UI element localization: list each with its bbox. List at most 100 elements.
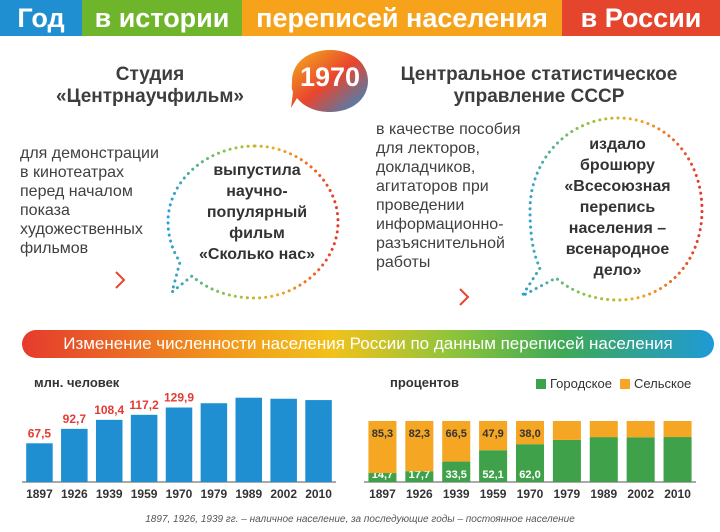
left-desc-line: показа bbox=[20, 202, 70, 219]
urban-bar bbox=[442, 461, 471, 482]
left-tick-label: 1989 bbox=[235, 487, 262, 501]
legend-item-rural: Сельское bbox=[619, 376, 692, 391]
left-bar bbox=[165, 407, 193, 482]
right-tick-label: 1989 bbox=[590, 487, 617, 501]
right-desc-line: работы bbox=[376, 254, 431, 271]
legend-swatch-rural bbox=[619, 378, 630, 389]
left-bar bbox=[235, 397, 263, 482]
rural-bar bbox=[442, 421, 471, 462]
rural-bar bbox=[368, 421, 397, 474]
rural-bar bbox=[515, 421, 545, 445]
left-bar bbox=[270, 398, 297, 482]
right-tick-label: 2002 bbox=[627, 487, 654, 501]
header-segment-year: Год bbox=[0, 0, 82, 36]
rural-bar-data-label: 38,0 bbox=[519, 428, 540, 440]
right-chart-unit-label: процентов bbox=[390, 375, 459, 390]
left-tick-label: 2002 bbox=[270, 487, 297, 501]
left-bar-data-label: 129,9 bbox=[164, 391, 194, 405]
left-title-line: «Центрнаучфильм» bbox=[56, 86, 244, 107]
urban-bar-data-label: 52,1 bbox=[482, 469, 503, 481]
left-tick-label: 1970 bbox=[166, 487, 193, 501]
right-bubble-line: издало bbox=[589, 136, 646, 153]
legend-label-urban: Городское bbox=[550, 376, 612, 391]
rural-bar-data-label: 66,5 bbox=[446, 428, 467, 440]
left-desc-line: перед началом bbox=[20, 183, 133, 200]
left-tick-label: 1897 bbox=[26, 487, 53, 501]
rural-bar bbox=[405, 421, 434, 472]
left-desc-line: в кинотеатрах bbox=[20, 164, 124, 181]
rural-bar bbox=[552, 421, 581, 440]
rural-bar-data-label: 85,3 bbox=[372, 428, 393, 440]
left-bubble-line: «Сколько нас» bbox=[199, 246, 315, 263]
right-tick-label: 1959 bbox=[480, 487, 507, 501]
rural-bar-data-label: 47,9 bbox=[482, 428, 503, 440]
chart-legend: Городское Сельское bbox=[536, 376, 699, 391]
right-title-line: управление СССР bbox=[453, 86, 625, 107]
rural-bar bbox=[589, 421, 618, 438]
right-tick-label: 1897 bbox=[369, 487, 396, 501]
right-tick-label: 1970 bbox=[517, 487, 544, 501]
urban-bar-data-label: 17,7 bbox=[409, 469, 430, 481]
left-tick-label: 2010 bbox=[305, 487, 332, 501]
right-title-line: Центральное статистическое bbox=[400, 64, 678, 85]
left-chart-unit-label: млн. человек bbox=[34, 375, 120, 390]
urban-bar bbox=[552, 439, 581, 482]
left-tick-label: 1979 bbox=[201, 487, 228, 501]
footnote: 1897, 1926, 1939 гг. – наличное населени… bbox=[145, 514, 575, 525]
legend-swatch-urban bbox=[536, 378, 546, 389]
right-tick-label: 1979 bbox=[554, 487, 581, 501]
right-desc-line: информационно- bbox=[376, 216, 504, 233]
left-bar-data-label: 117,2 bbox=[129, 398, 159, 412]
urban-bar bbox=[626, 437, 655, 482]
rural-bar bbox=[663, 421, 692, 438]
urban-bar bbox=[405, 471, 434, 482]
left-bar-data-label: 67,5 bbox=[28, 426, 52, 440]
right-desc-line: разъяснительной bbox=[376, 235, 505, 252]
right-tick-label: 2010 bbox=[664, 487, 691, 501]
right-bubble-line: дело» bbox=[593, 262, 642, 279]
right-desc-line: для лекторов, bbox=[376, 140, 480, 157]
chart-banner-title: Изменение численности населения России п… bbox=[22, 330, 714, 358]
left-description: для демонстрации в кинотеатрах перед нач… bbox=[20, 144, 190, 258]
right-desc-line: докладчиков, bbox=[376, 159, 476, 176]
left-desc-line: художественных bbox=[20, 221, 143, 238]
left-desc-line: для демонстрации bbox=[20, 145, 159, 162]
urban-bar bbox=[663, 437, 692, 482]
right-desc-line: в качестве пособия bbox=[376, 121, 521, 138]
right-bubble-line: «Всесоюзная bbox=[564, 178, 671, 195]
left-bar bbox=[305, 400, 332, 482]
left-bubble-line: фильм bbox=[229, 225, 285, 242]
header-segment-censuses: переписей населения bbox=[242, 0, 562, 36]
left-bar-data-label: 92,7 bbox=[63, 412, 87, 426]
right-tick-label: 1926 bbox=[406, 487, 433, 501]
left-title: Студия «Центрнаучфильм» bbox=[20, 64, 280, 108]
left-tick-label: 1939 bbox=[96, 487, 123, 501]
header-segment-russia: в России bbox=[562, 0, 720, 36]
left-bar bbox=[26, 443, 53, 482]
urban-bar-data-label: 62,0 bbox=[519, 469, 540, 481]
legend-item-urban: Городское bbox=[536, 376, 612, 391]
right-bubble-line: населения – bbox=[568, 220, 667, 237]
urban-bar-data-label: 33,5 bbox=[446, 469, 467, 481]
header-band: Год в истории переписей населения в Росс… bbox=[0, 0, 720, 36]
urban-bar bbox=[479, 450, 508, 482]
right-bubble-line: всенародное bbox=[565, 241, 670, 258]
right-title: Центральное статистическое управление СС… bbox=[380, 64, 698, 108]
left-bar bbox=[130, 414, 158, 482]
right-bubble-line: перепись bbox=[579, 199, 656, 216]
urban-bar bbox=[589, 437, 618, 482]
rural-bar-data-label: 82,3 bbox=[409, 428, 430, 440]
right-desc-line: агитаторов при bbox=[376, 178, 489, 195]
left-desc-line: фильмов bbox=[20, 240, 89, 257]
urban-bar bbox=[368, 473, 397, 482]
left-bubble-text: выпустила научно- популярный фильм «Скол… bbox=[178, 160, 336, 265]
left-bar bbox=[95, 419, 123, 482]
rural-bar bbox=[479, 421, 508, 451]
legend-label-rural: Сельское bbox=[633, 376, 692, 391]
right-bubble-text: издало брошюру «Всесоюзная перепись насе… bbox=[540, 134, 695, 281]
left-bar bbox=[200, 403, 228, 482]
left-bar-data-label: 108,4 bbox=[94, 403, 124, 417]
urban-bar bbox=[515, 444, 545, 482]
right-description: в качестве пособия для лекторов, докладч… bbox=[376, 120, 551, 272]
left-title-line: Студия bbox=[115, 64, 185, 85]
